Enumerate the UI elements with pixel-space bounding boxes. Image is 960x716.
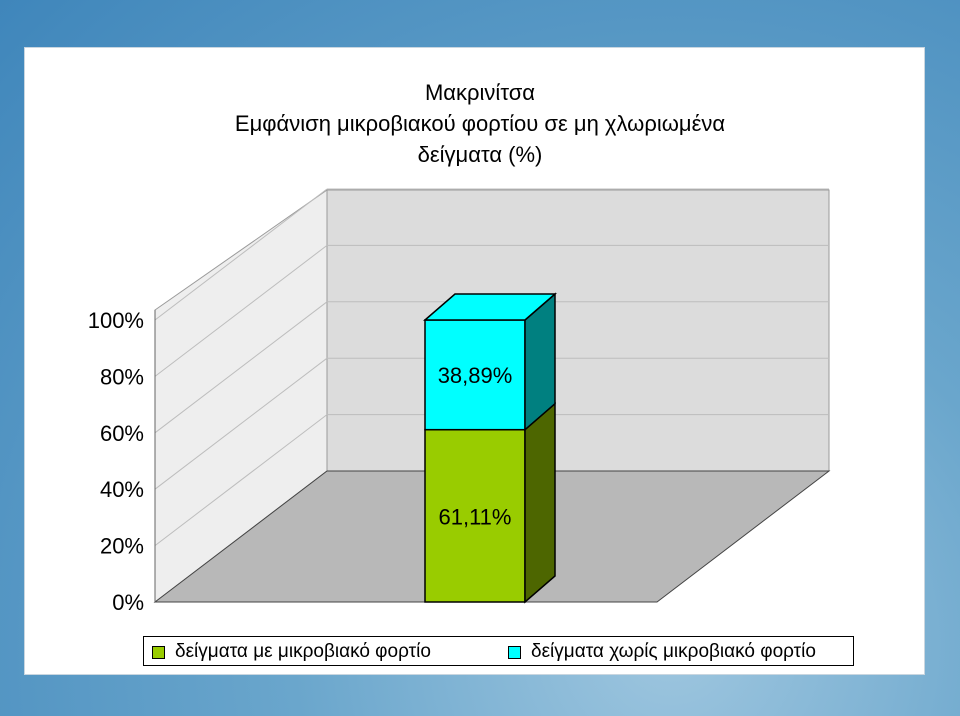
y-tick-label: 60%: [100, 421, 144, 446]
legend-swatch-without-load: [508, 645, 521, 659]
back-wall: [326, 189, 830, 472]
gridline-side: [154, 245, 328, 377]
gridline-side: [154, 357, 328, 490]
bar-top-face: [422, 293, 558, 321]
gridline-side: [154, 188, 328, 321]
y-tick-label: 80%: [100, 364, 144, 389]
legend-swatch-with-load: [152, 645, 165, 659]
legend-item-with-load: δείγματα με μικροβιακό φορτίο: [152, 641, 431, 663]
chart-title-line-1: Μακρινίτσα: [424, 80, 535, 105]
data-label-2: 38,89%: [438, 363, 513, 388]
legend-item-without-load: δείγματα χωρίς μικροβιακό φορτίο: [508, 641, 816, 663]
y-tick-label: 40%: [100, 477, 144, 502]
gridline-side: [154, 301, 328, 434]
data-label-1: 61,11%: [439, 505, 512, 530]
gridline-side: [154, 414, 328, 546]
chart-title-line-3: δείγματα (%): [417, 142, 543, 167]
chart-title-line-2: Εμφάνιση μικροβιακού φορτίου σε μη χλωρι…: [234, 111, 726, 136]
chart-legend: δείγματα με μικροβιακό φορτίο δείγματα χ…: [143, 636, 854, 666]
bar-segment-1-side: [524, 402, 556, 604]
y-tick-label: 0%: [112, 590, 144, 615]
y-tick-label: 20%: [100, 534, 144, 559]
legend-label-with-load: δείγματα με μικροβιακό φορτίο: [175, 641, 431, 662]
legend-label-without-load: δείγματα χωρίς μικροβιακό φορτίο: [531, 641, 816, 662]
y-tick-label: 100%: [88, 308, 144, 333]
